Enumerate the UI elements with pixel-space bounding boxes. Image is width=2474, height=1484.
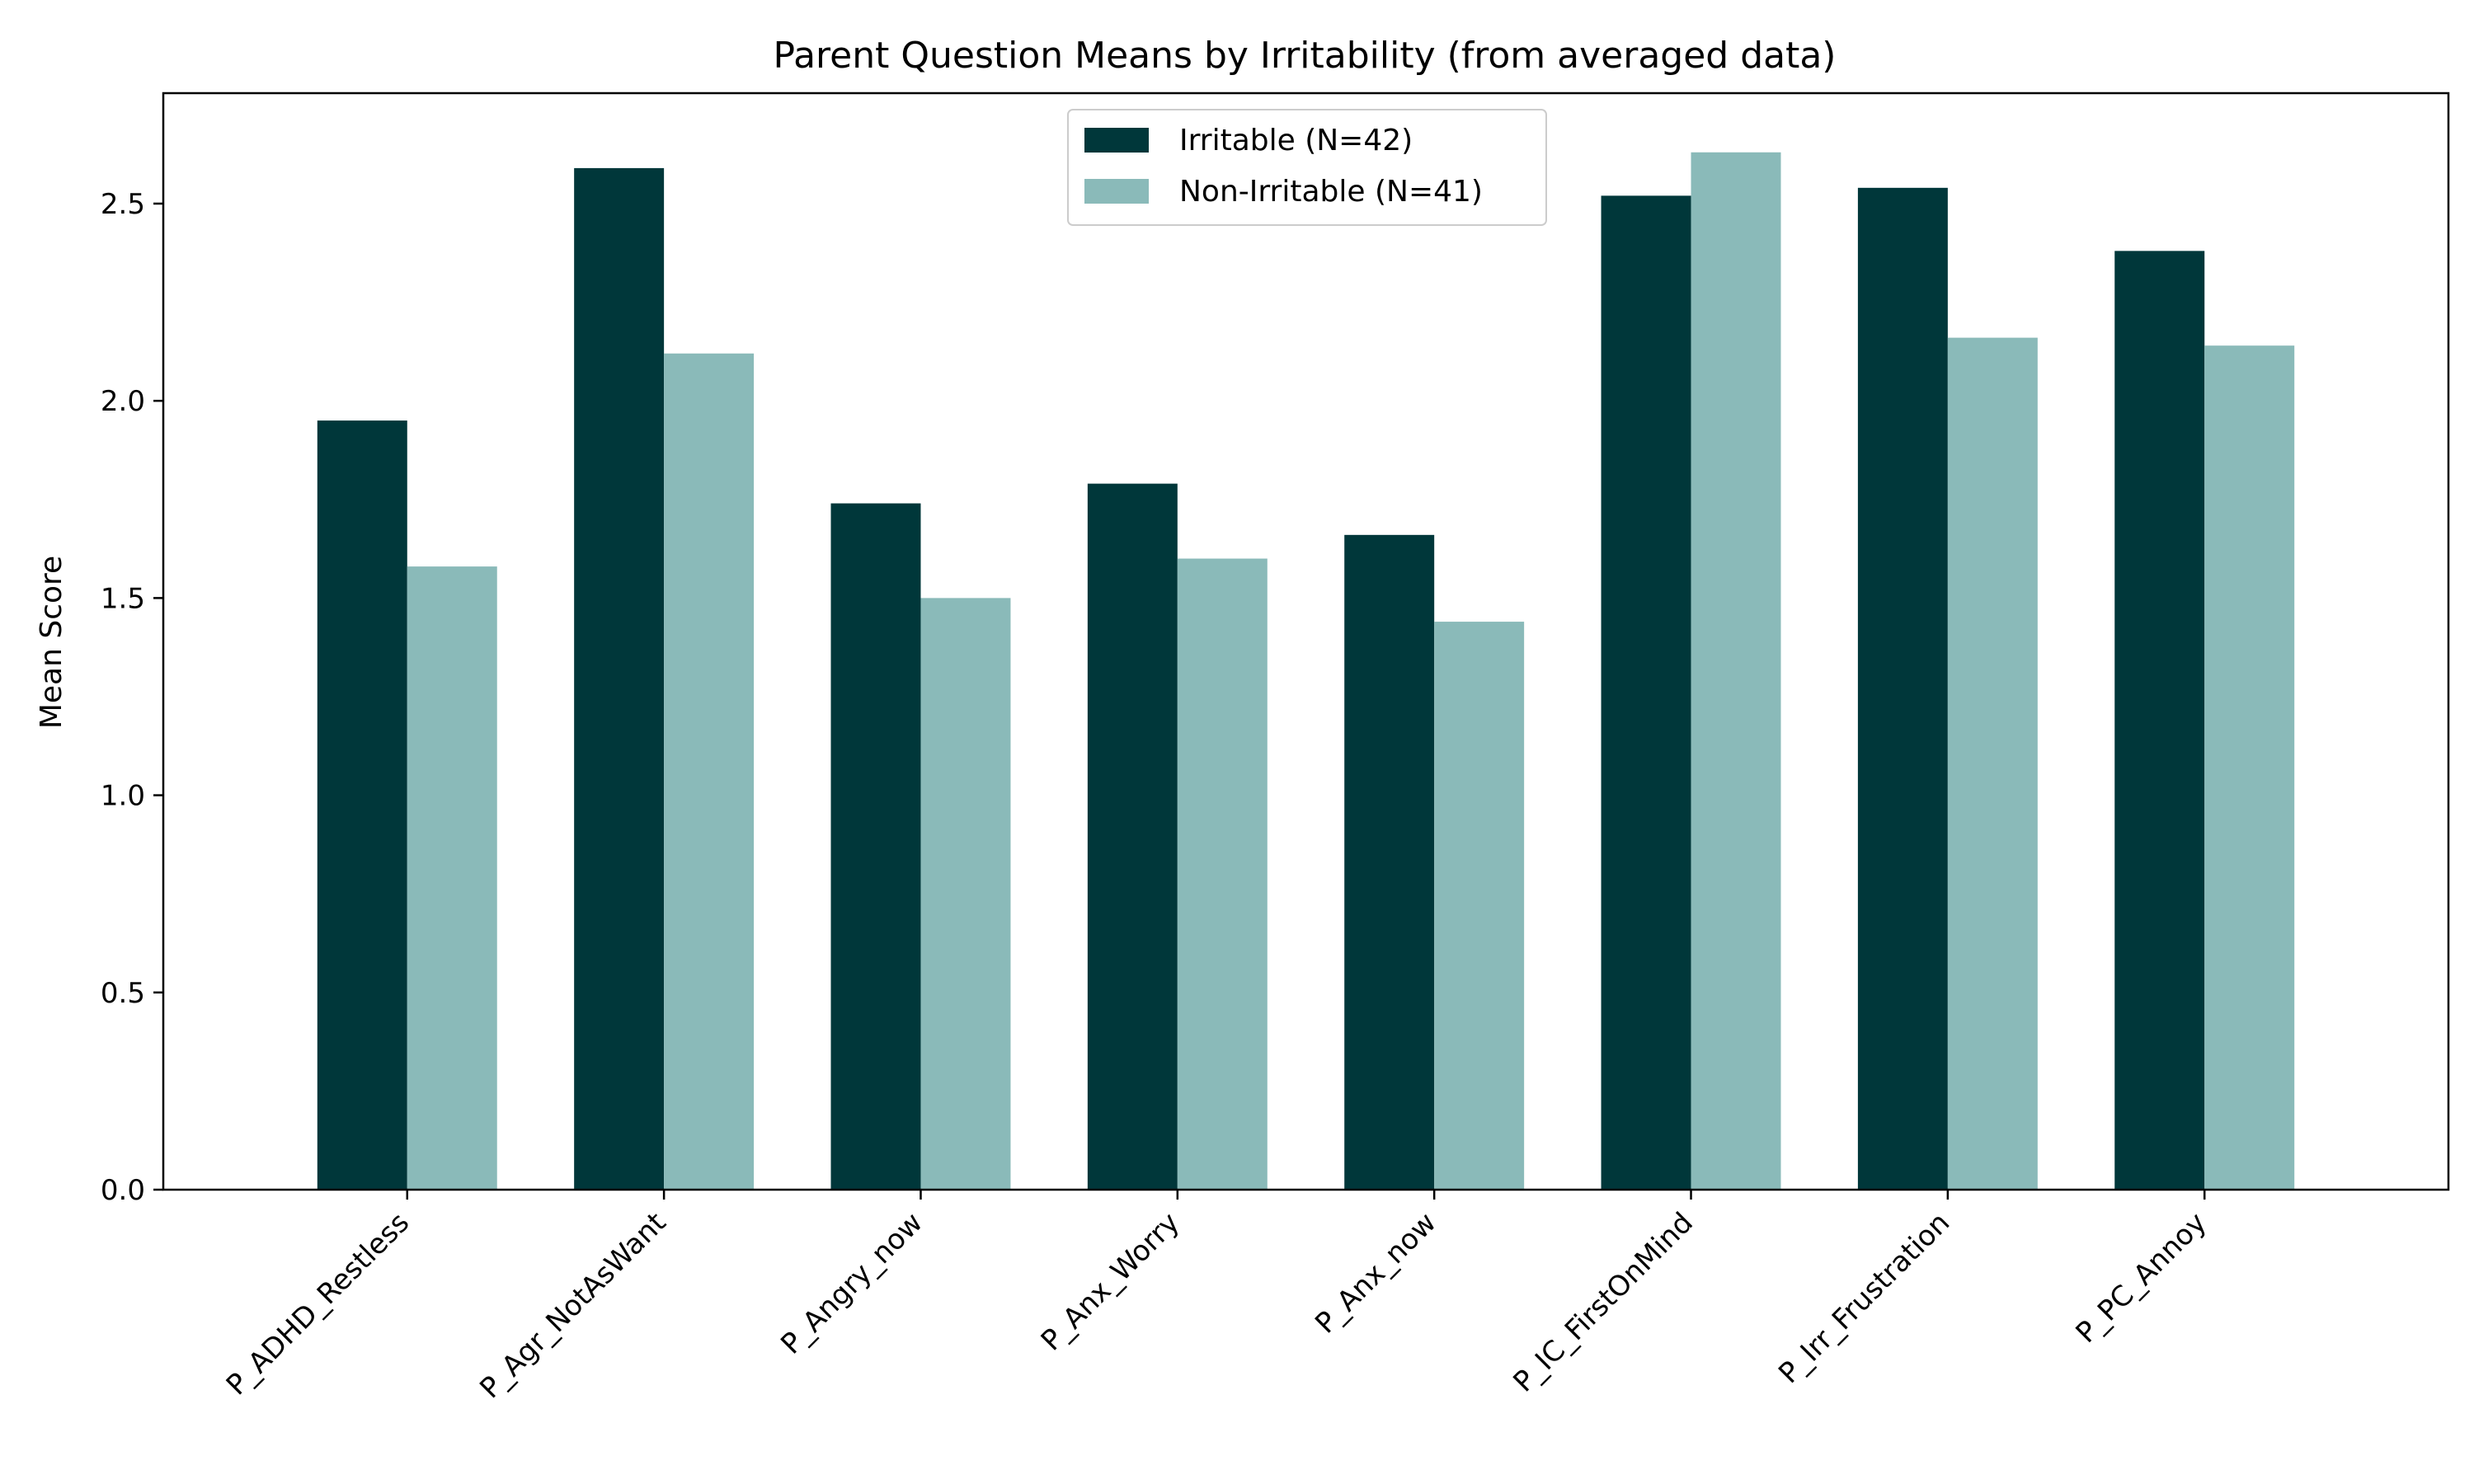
x-tick-label: P_Anx_Worry bbox=[1035, 1206, 1186, 1357]
x-tick-label: P_Irr_Frustration bbox=[1772, 1206, 1956, 1390]
bar-irritable-P_ADHD_Restless bbox=[317, 420, 407, 1190]
x-tick-label: P_PC_Annoy bbox=[2070, 1206, 2213, 1350]
bar-non-irritable-P_Anx_now bbox=[1434, 622, 1525, 1190]
bar-non-irritable-P_ADHD_Restless bbox=[407, 566, 497, 1190]
x-tick-label: P_IC_FirstOnMind bbox=[1507, 1206, 1700, 1398]
bar-irritable-P_Anx_Worry bbox=[1087, 483, 1178, 1190]
x-tick-label: P_Anx_now bbox=[1309, 1206, 1442, 1340]
x-tick-label: P_ADHD_Restless bbox=[220, 1206, 416, 1402]
bars-group bbox=[317, 152, 2295, 1190]
y-tick-label: 1.5 bbox=[101, 582, 145, 615]
y-axis: 0.0 0.5 1.0 1.5 2.0 2.5 bbox=[101, 188, 163, 1207]
legend-label-non-irritable: Non-Irritable (N=41) bbox=[1179, 175, 1483, 209]
y-tick-label: 0.5 bbox=[101, 977, 145, 1010]
legend-box bbox=[1067, 109, 1547, 226]
bar-irritable-P_IC_FirstOnMind bbox=[1601, 195, 1691, 1190]
bar-non-irritable-P_IC_FirstOnMind bbox=[1691, 152, 1781, 1190]
bar-irritable-P_Angry_now bbox=[830, 503, 921, 1190]
bar-non-irritable-P_Irr_Frustration bbox=[1947, 337, 2038, 1190]
bar-non-irritable-P_Agr_NotAsWant bbox=[664, 353, 755, 1190]
bar-irritable-P_Agr_NotAsWant bbox=[574, 167, 665, 1190]
chart-title: Parent Question Means by Irritability (f… bbox=[774, 35, 1837, 77]
legend-swatch-non-irritable bbox=[1084, 179, 1149, 204]
y-axis-label: Mean Score bbox=[35, 556, 68, 729]
y-tick-label: 1.0 bbox=[101, 780, 145, 813]
y-tick-label: 2.0 bbox=[101, 385, 145, 418]
y-tick-label: 2.5 bbox=[101, 188, 145, 221]
bar-non-irritable-P_Anx_Worry bbox=[1177, 558, 1268, 1190]
x-tick-label: P_Agr_NotAsWant bbox=[473, 1206, 672, 1405]
bar-irritable-P_Anx_now bbox=[1344, 534, 1435, 1190]
bar-non-irritable-P_Angry_now bbox=[920, 598, 1011, 1190]
x-tick-label: P_Angry_now bbox=[774, 1206, 929, 1360]
y-tick-label: 0.0 bbox=[101, 1174, 145, 1207]
legend: Irritable (N=42) Non-Irritable (N=41) bbox=[1067, 109, 1547, 226]
bar-irritable-P_Irr_Frustration bbox=[1857, 187, 1948, 1190]
legend-label-irritable: Irritable (N=42) bbox=[1179, 124, 1413, 157]
plot-area-frame bbox=[162, 92, 2450, 1191]
x-axis: P_ADHD_Restless P_Agr_NotAsWant P_Angry_no… bbox=[220, 1190, 2213, 1405]
bar-irritable-P_PC_Annoy bbox=[2114, 251, 2205, 1190]
bar-non-irritable-P_PC_Annoy bbox=[2204, 345, 2295, 1190]
legend-swatch-irritable bbox=[1084, 128, 1149, 153]
